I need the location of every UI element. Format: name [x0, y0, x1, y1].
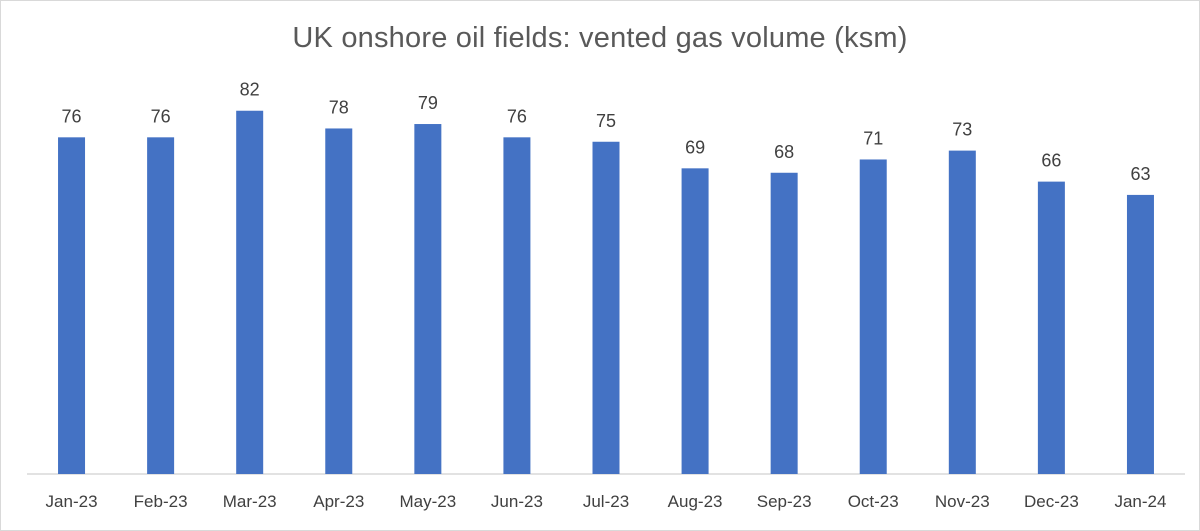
data-label-may-23: 79	[418, 93, 438, 113]
bar-nov-23	[948, 150, 976, 475]
data-label-jan-23: 76	[62, 106, 82, 126]
x-tick-label-oct-23: Oct-23	[848, 492, 899, 511]
bar-dec-23	[1037, 181, 1065, 474]
bar-feb-23	[147, 137, 175, 474]
data-label-mar-23: 82	[240, 80, 260, 100]
data-label-apr-23: 78	[329, 97, 349, 117]
data-labels-group: 76 76 82 78 79 76 75 69 68 71 73 66 63	[62, 80, 1151, 184]
x-tick-label-jan-24: Jan-24	[1114, 492, 1166, 511]
x-tick-label-mar-23: Mar-23	[223, 492, 277, 511]
x-tick-labels-group: Jan-23 Feb-23 Mar-23 Apr-23 May-23 Jun-23 Jul-…	[46, 492, 1167, 511]
bar-sep-23	[770, 172, 798, 474]
bar-may-23	[414, 124, 442, 474]
x-tick-label-may-23: May-23	[400, 492, 457, 511]
x-tick-label-nov-23: Nov-23	[935, 492, 990, 511]
bar-jun-23	[503, 137, 531, 474]
x-tick-label-sep-23: Sep-23	[757, 492, 812, 511]
bar-aug-23	[681, 168, 709, 474]
chart-title: UK onshore oil fields: vented gas volume…	[292, 22, 908, 54]
bar-mar-23	[236, 110, 264, 475]
x-tick-label-apr-23: Apr-23	[313, 492, 364, 511]
x-tick-label-jul-23: Jul-23	[583, 492, 629, 511]
bar-apr-23	[325, 128, 353, 474]
data-label-feb-23: 76	[151, 106, 171, 126]
x-tick-label-aug-23: Aug-23	[668, 492, 723, 511]
x-tick-label-jun-23: Jun-23	[491, 492, 543, 511]
x-tick-label-dec-23: Dec-23	[1024, 492, 1079, 511]
data-label-nov-23: 73	[952, 120, 972, 140]
bar-jul-23	[592, 141, 620, 474]
data-label-aug-23: 69	[685, 137, 705, 157]
bars-group	[58, 110, 1154, 475]
bar-jan-24	[1126, 194, 1154, 474]
bar-oct-23	[859, 159, 887, 474]
data-label-oct-23: 71	[863, 128, 883, 148]
x-tick-label-jan-23: Jan-23	[46, 492, 98, 511]
data-label-jun-23: 76	[507, 106, 527, 126]
bar-jan-23	[58, 137, 86, 474]
data-label-jan-24: 63	[1130, 164, 1150, 184]
data-label-jul-23: 75	[596, 111, 616, 131]
data-label-sep-23: 68	[774, 142, 794, 162]
x-tick-label-feb-23: Feb-23	[134, 492, 188, 511]
data-label-dec-23: 66	[1041, 151, 1061, 171]
